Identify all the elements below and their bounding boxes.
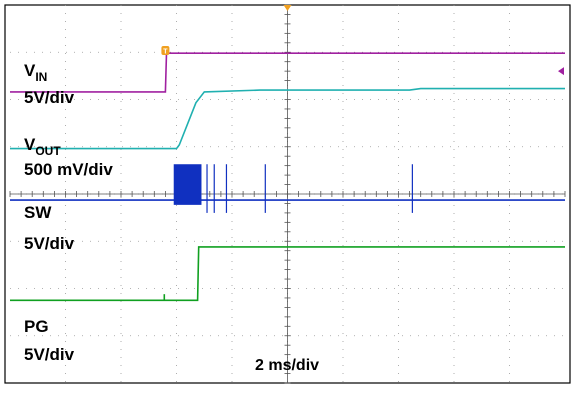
vin-label: VIN [24, 61, 47, 84]
sw-scale-label: 5V/div [24, 234, 75, 253]
markers: T [161, 5, 564, 76]
sw-switching-burst [173, 164, 202, 205]
pg-scale-label: 5V/div [24, 345, 75, 364]
pg-label: PG [24, 317, 49, 336]
trigger-badge-text: T [163, 49, 168, 56]
timebase-label: 2 ms/div [255, 357, 319, 374]
vin-scale-label: 5V/div [24, 88, 75, 107]
vin-trace [10, 52, 565, 93]
vout-trace [10, 87, 565, 150]
trigger-badge [161, 46, 170, 55]
trigger-position-marker [283, 5, 292, 11]
sw-label: SW [24, 203, 52, 222]
vout-label: VOUT [24, 135, 61, 158]
vin-level-marker [558, 67, 564, 76]
vout-scale-label: 500 mV/div [24, 160, 113, 179]
traces [10, 52, 565, 302]
pg-trace [10, 246, 565, 302]
